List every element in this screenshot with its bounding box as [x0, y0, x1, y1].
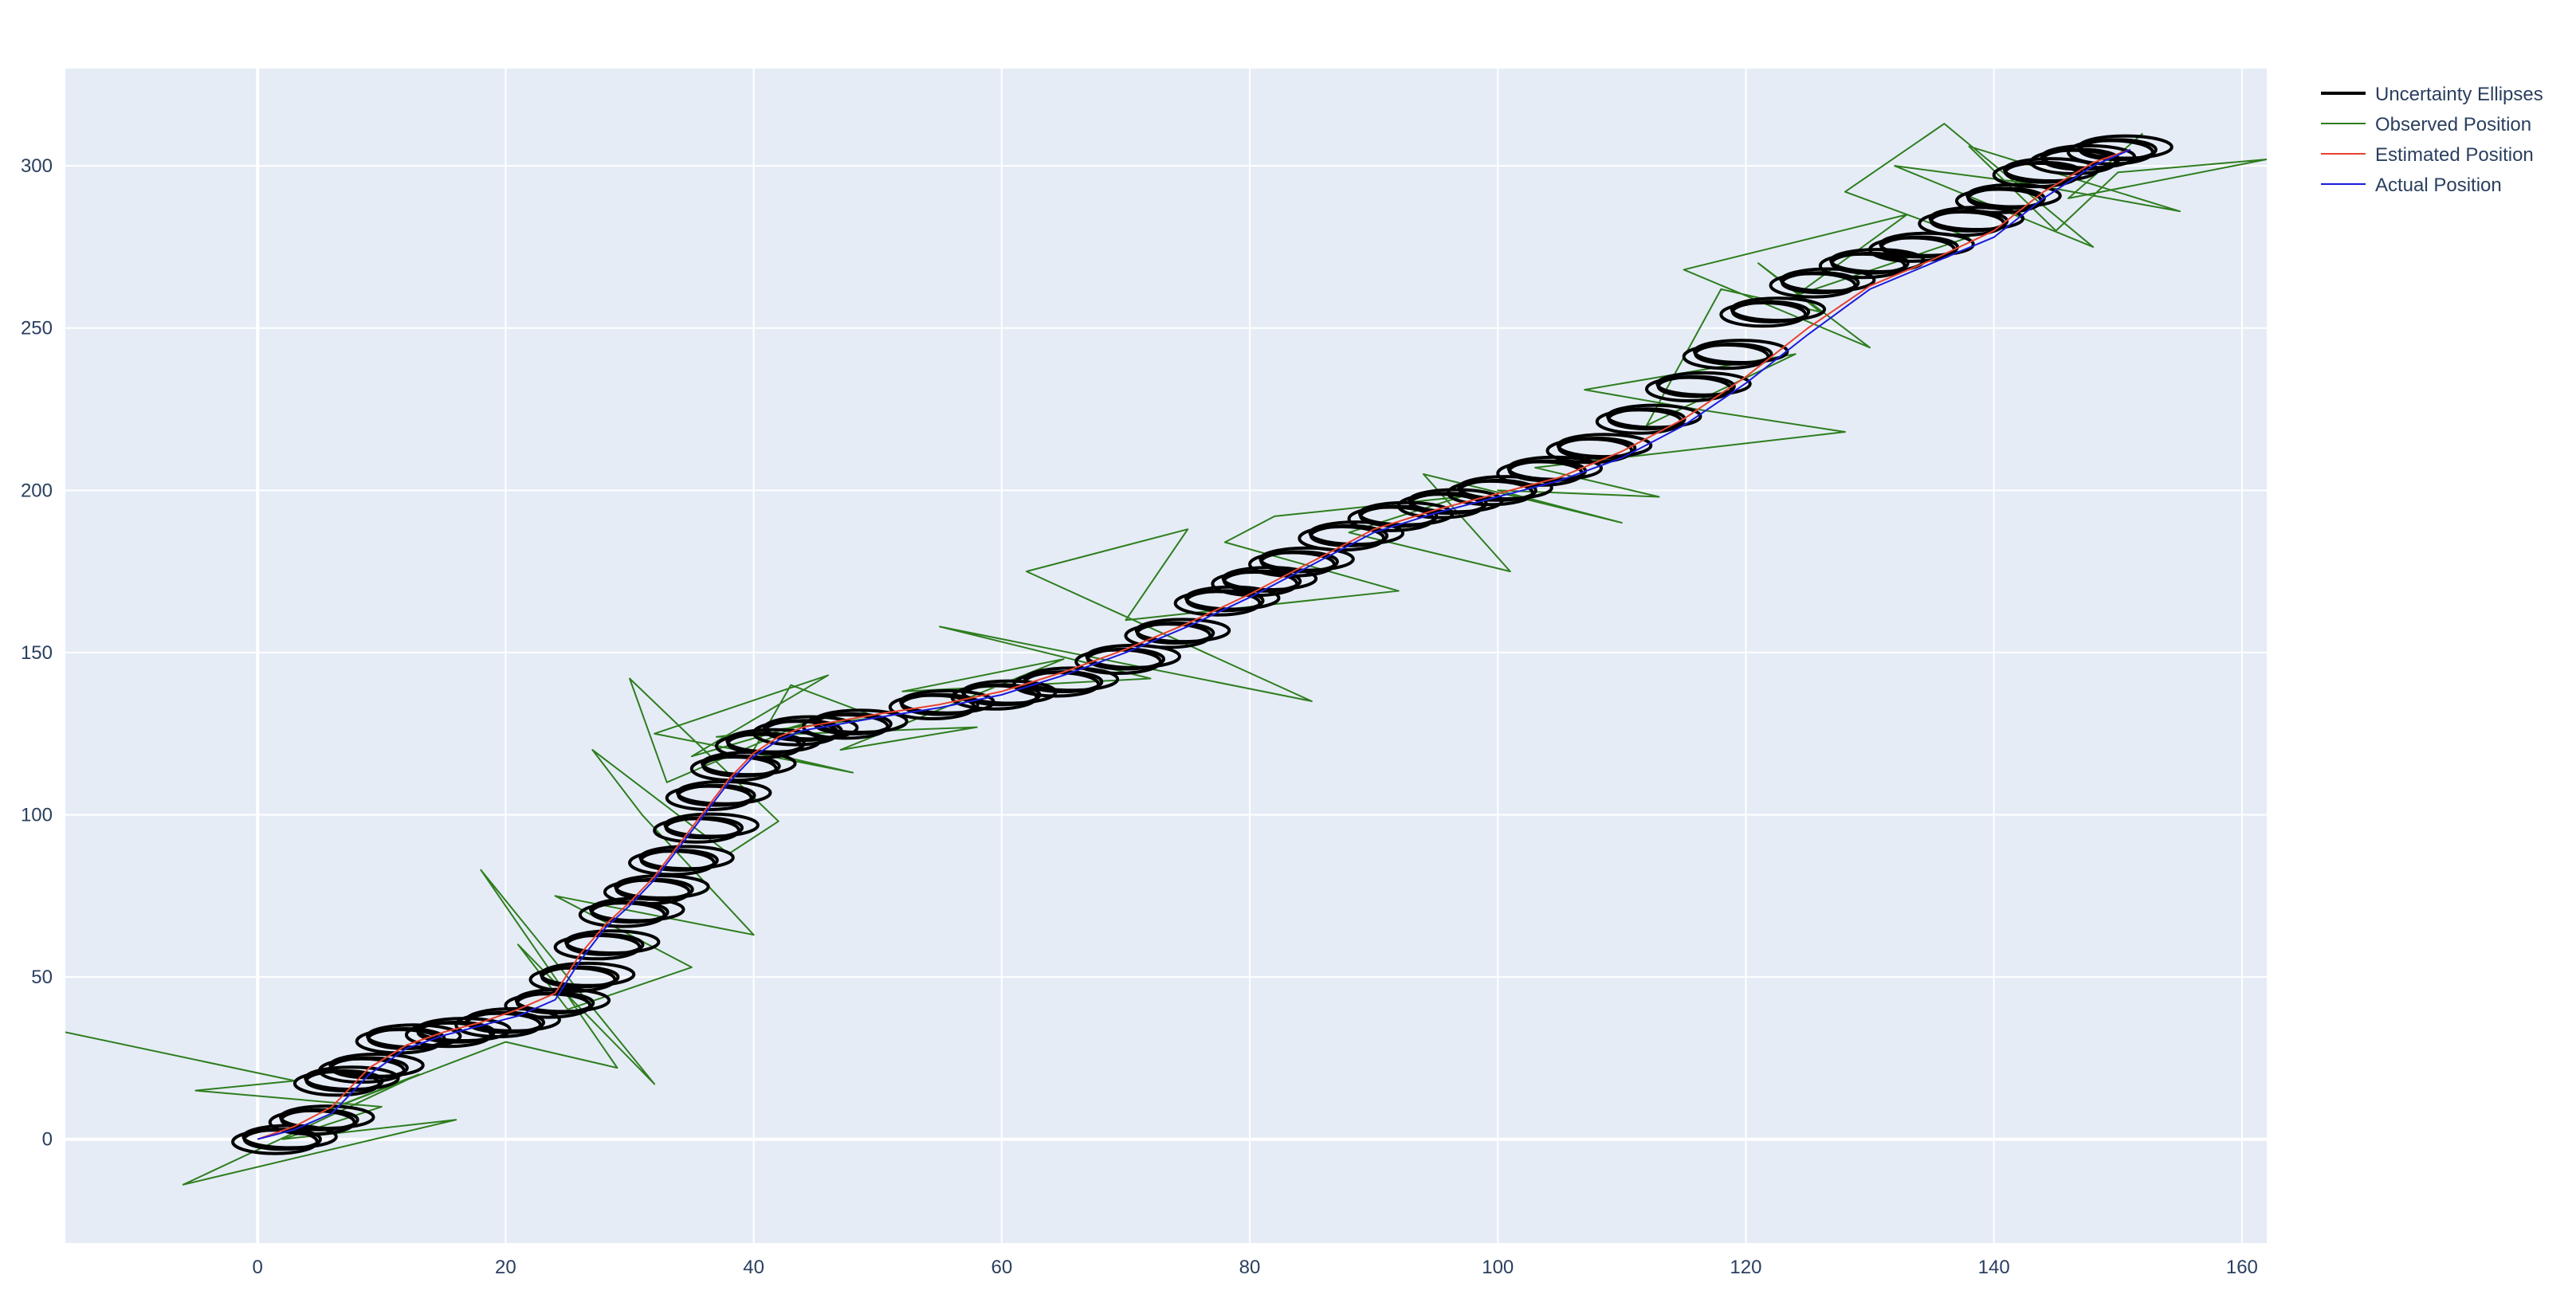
data-layer	[65, 123, 2267, 1186]
uncertainty-ellipse	[762, 715, 859, 741]
uncertainty-ellipse	[1730, 296, 1827, 323]
x-tick-label: 40	[743, 1257, 764, 1278]
legend-label-observed[interactable]: Observed Position	[2375, 114, 2531, 135]
uncertainty-ellipse	[663, 812, 760, 838]
x-tick-label: 100	[1482, 1257, 1514, 1278]
legend[interactable]: Uncertainty Ellipses Observed Position E…	[2321, 84, 2543, 196]
y-tick-label: 50	[31, 967, 53, 988]
x-tick-label: 140	[1978, 1257, 2010, 1278]
uncertainty-ellipse	[2077, 134, 2174, 160]
uncertainty-ellipse	[465, 1006, 561, 1033]
x-tick-label: 160	[2226, 1257, 2258, 1278]
uncertainty-ellipse	[638, 845, 735, 871]
uncertainty-ellipse	[1655, 371, 1752, 397]
x-tick-label: 0	[253, 1257, 263, 1278]
estimated-position-line	[257, 148, 2131, 1140]
legend-label-ellipses[interactable]: Uncertainty Ellipses	[2375, 84, 2543, 105]
plot-background	[65, 69, 2267, 1243]
uncertainty-ellipse	[1606, 403, 1702, 429]
tick-labels: 0 20 40 60 80 100 120 140 160 0 50 100 150 200 250 300	[21, 155, 2258, 1278]
uncertainty-ellipse	[1879, 231, 1975, 257]
uncertainty-ellipse	[1308, 520, 1405, 547]
uncertainty-ellipse	[1457, 475, 1553, 501]
uncertainty-ellipse	[1779, 267, 1876, 293]
uncertainty-ellipse	[328, 1052, 425, 1078]
uncertainty-ellipse	[304, 1065, 400, 1092]
actual-position-line	[257, 148, 2131, 1140]
legend-label-actual[interactable]: Actual Position	[2375, 175, 2502, 196]
uncertainty-ellipse	[366, 1023, 462, 1049]
x-tick-label: 20	[495, 1257, 516, 1278]
uncertainty-ellipse	[279, 1104, 375, 1130]
y-tick-label: 100	[21, 805, 53, 826]
y-tick-label: 300	[21, 155, 53, 177]
x-tick-label: 120	[1730, 1257, 1761, 1278]
uncertainty-ellipse	[539, 961, 636, 987]
y-tick-label: 150	[21, 642, 53, 664]
x-tick-label: 60	[991, 1257, 1012, 1278]
uncertainty-ellipse	[1134, 618, 1231, 644]
y-tick-label: 200	[21, 480, 53, 501]
uncertainty-ellipse	[1928, 206, 2025, 232]
y-tick-label: 250	[21, 318, 53, 339]
uncertainty-ellipse	[1556, 433, 1653, 459]
uncertainty-ellipse	[1023, 666, 1120, 692]
uncertainty-ellipse	[564, 929, 661, 955]
x-tick-label: 80	[1239, 1257, 1261, 1278]
grid	[65, 69, 2267, 1243]
uncertainty-ellipse	[812, 708, 909, 735]
legend-label-estimated[interactable]: Estimated Position	[2375, 144, 2534, 166]
y-tick-label: 0	[42, 1129, 53, 1151]
uncertainty-ellipse	[1259, 546, 1355, 572]
